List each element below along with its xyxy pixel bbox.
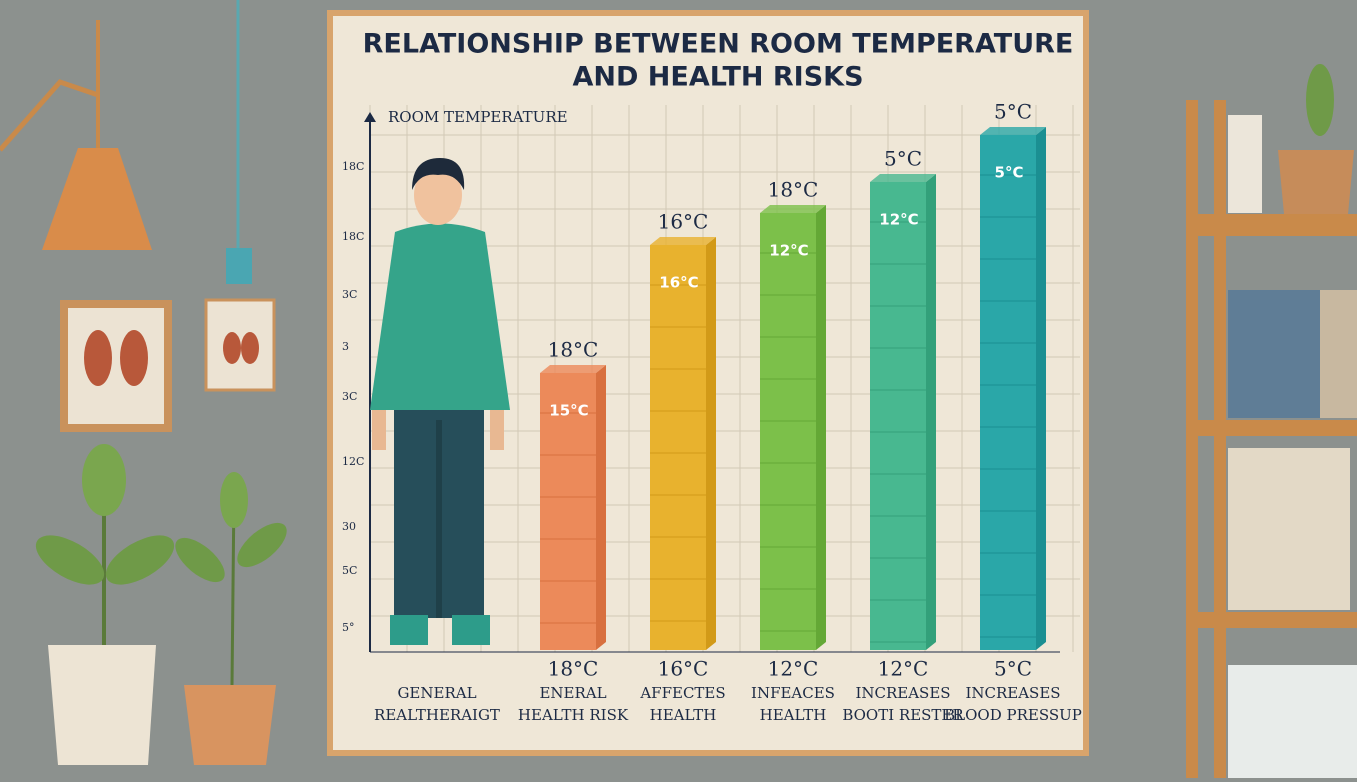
head (414, 165, 462, 225)
hoodie (370, 223, 510, 410)
bar-top-label: 16°C (658, 210, 709, 234)
bottom-label: 12°C (878, 657, 929, 681)
leaf (220, 472, 248, 528)
pot (184, 685, 276, 765)
bottom-label: 5°C (994, 657, 1032, 681)
binders (1228, 448, 1350, 610)
leaf (1306, 64, 1334, 136)
leaf (105, 535, 175, 585)
title: AND HEALTH RISKS (572, 62, 863, 93)
bar-top-label: 18°C (768, 178, 819, 202)
caption: HEALTH RISK (518, 706, 629, 724)
caption: AFFECTES (639, 684, 725, 702)
caption: HEALTH (760, 706, 827, 724)
leaf (35, 535, 105, 585)
bar-top-label: 5°C (884, 147, 922, 171)
leaf (82, 444, 126, 516)
shelf-post (1214, 100, 1226, 778)
caption: INFEACES (751, 684, 835, 702)
chart: 18C 18C 3C 3 3C 12C 30 5C 5° GENERAL REALTHERAIGT 1… (342, 100, 1082, 725)
caption: GENERAL (397, 684, 476, 702)
axis-tick: 5° (342, 621, 355, 634)
shelf-post (1186, 100, 1198, 778)
shelf (1186, 420, 1357, 436)
binders (1228, 665, 1357, 778)
axis-tick: 3 (342, 340, 349, 353)
caption: BLOOD PRESSUP (944, 706, 1082, 724)
bar-top (980, 127, 1046, 135)
axis-arrow (364, 112, 376, 122)
title: RELATIONSHIP BETWEEN ROOM TEMPERATURE (363, 29, 1074, 60)
axis-tick: 3C (342, 288, 357, 301)
shelf (1186, 214, 1357, 236)
shoe (452, 615, 490, 645)
lung (84, 330, 112, 386)
bar-top-label: 5°C (994, 100, 1032, 124)
shelf (1186, 612, 1357, 628)
pot (1278, 150, 1354, 214)
bar-inner-label: 15°C (549, 402, 588, 420)
leaf (175, 537, 225, 583)
bar-side (816, 205, 826, 650)
lung (120, 330, 148, 386)
bar-side (926, 174, 936, 650)
caption: HEALTH (650, 706, 717, 724)
bar-top (540, 365, 606, 373)
bar-inner-label: 12°C (879, 211, 918, 229)
hand (490, 410, 504, 450)
bar-side (1036, 127, 1046, 650)
pendant (226, 248, 252, 284)
bar-top (650, 237, 716, 245)
bar-inner-label: 5°C (995, 164, 1024, 182)
caption: INCREASES (965, 684, 1060, 702)
bar-inner-label: 12°C (769, 242, 808, 260)
vase (1228, 115, 1262, 213)
lamp-arm (0, 79, 99, 152)
bar-side (706, 237, 716, 650)
axis-tick: 3C (342, 390, 357, 403)
caption: BOOTI RESTER (842, 706, 964, 724)
axis-tick: 18C (342, 230, 364, 243)
books (1228, 290, 1338, 418)
hair (412, 158, 465, 190)
leaf (237, 522, 287, 568)
axis-tick: 18C (342, 160, 364, 173)
axis-label: ROOM TEMPERATURE (388, 108, 568, 126)
axis-tick: 30 (342, 520, 356, 533)
bar (540, 373, 596, 650)
axis-tick: 12C (342, 455, 364, 468)
pot (48, 645, 156, 765)
bar-top (760, 205, 826, 213)
bar-top-label: 18°C (548, 338, 599, 362)
bottom-label: 18°C (548, 657, 599, 681)
bottom-label: 12°C (768, 657, 819, 681)
frame-inner (68, 308, 164, 424)
bar (980, 135, 1036, 650)
bar-inner-label: 16°C (659, 274, 698, 292)
bar-top (870, 174, 936, 182)
caption: ENERAL (539, 684, 606, 702)
pants-seam (436, 420, 442, 618)
shoe (390, 615, 428, 645)
axis-tick: 5C (342, 564, 357, 577)
bottom-label: 16°C (658, 657, 709, 681)
bar-side (596, 365, 606, 650)
lung (223, 332, 241, 364)
lamp-shade (42, 148, 152, 250)
bar (760, 213, 816, 650)
books (1320, 290, 1357, 418)
bar (870, 182, 926, 650)
bar (650, 245, 706, 650)
hand (372, 410, 386, 450)
caption: REALTHERAIGT (374, 706, 500, 724)
lung (241, 332, 259, 364)
caption: INCREASES (855, 684, 950, 702)
